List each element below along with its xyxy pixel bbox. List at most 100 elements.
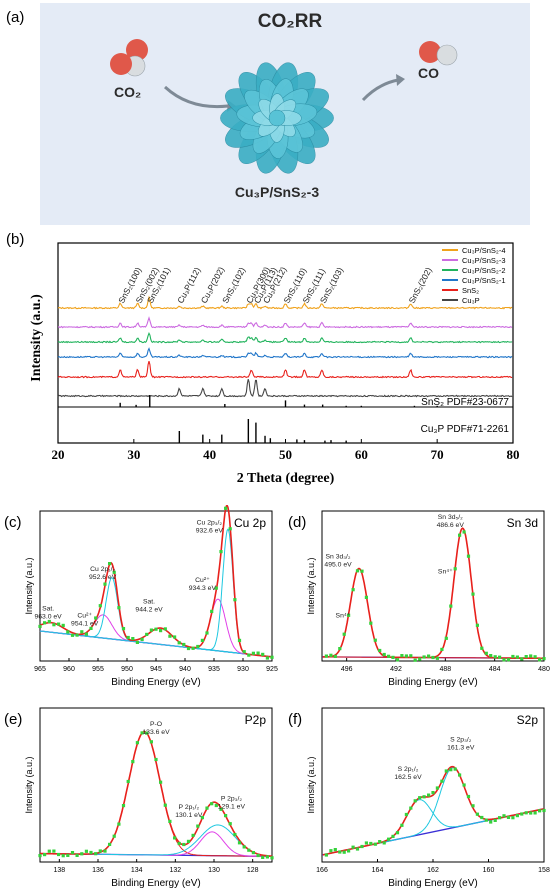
xps-xtick-label: 488: [439, 666, 451, 673]
xps-peak-label: 486.6 eV: [437, 522, 465, 529]
xps-ylabel: Intensity (a.u.): [306, 557, 316, 614]
xps-xtick-label: 136: [92, 867, 104, 874]
xps-data-point: [173, 635, 177, 639]
xps-xtick-label: 492: [390, 666, 402, 673]
xps-data-point: [489, 820, 493, 824]
xps-xtick-label: 480: [538, 666, 550, 673]
xps-data-point: [524, 811, 528, 815]
xps-data-point: [387, 837, 391, 841]
xps-data-point: [542, 657, 546, 661]
xrd-chart: (b) 2 Theta (degree) Intensity (a.u.) 20 30 4…: [6, 232, 520, 486]
xps-data-point: [256, 651, 260, 655]
xrd-trace-4: [57, 347, 513, 359]
xps-data-point: [338, 850, 342, 854]
xps-data-point: [440, 779, 444, 783]
xps-data-point: [108, 842, 112, 846]
legend-label: Cu₃P/SnS₂-4: [462, 246, 505, 255]
xps-xtick-label: 128: [247, 867, 259, 874]
xps-frame: [39, 707, 273, 863]
xps-data-point: [404, 654, 408, 658]
xps-xlabel: Binding Energy (eV): [111, 878, 201, 889]
xps-data-point: [177, 841, 181, 846]
xps-data-point: [364, 595, 368, 599]
xps-component-peak: [322, 767, 545, 856]
arrow-head-out-icon: [396, 74, 405, 86]
xps-data-point: [511, 654, 515, 659]
xps-data-point: [511, 816, 515, 820]
xps-data-point: [498, 816, 502, 820]
xps-data-point: [265, 855, 269, 859]
panel-a: (a) CO₂RR CO₂ Cu₃P/SnS₂-3 CO: [6, 3, 530, 225]
xrd-trace-5: [57, 360, 513, 379]
xps-title: Cu 2p: [234, 516, 266, 530]
xps-data-point: [506, 815, 511, 819]
xps-data-point: [360, 569, 364, 573]
xps-component-peak: [40, 824, 273, 857]
xps-data-point: [43, 853, 47, 857]
xps-data-point: [256, 853, 260, 858]
xps-data-point: [247, 848, 251, 852]
xps-data-point: [154, 627, 158, 631]
xps-data-point: [529, 811, 533, 815]
xps-data-point: [427, 654, 431, 658]
xps-data-point: [80, 630, 84, 634]
xps-xtick-label: 138: [53, 867, 65, 874]
xps-data-point: [145, 632, 149, 636]
xps-data-point: [502, 814, 506, 818]
co-label: CO: [418, 65, 439, 81]
xps-peak-label: 129.1 eV: [218, 803, 246, 810]
xps-data-point: [163, 627, 167, 631]
xps-xlabel: Binding Energy (eV): [388, 878, 478, 889]
xps-data-point: [418, 657, 422, 661]
xps-data-point: [168, 634, 172, 638]
xps-data-point: [342, 632, 346, 636]
xps-data-point: [466, 794, 471, 799]
xps-data-point: [131, 760, 135, 764]
xps-data-point: [237, 638, 242, 642]
xps-data-point: [382, 841, 386, 845]
xps-data-point: [80, 852, 84, 856]
xps-peak-label: Sat.: [143, 599, 155, 606]
xps-data-point: [98, 604, 102, 608]
xps-data-point: [413, 658, 417, 662]
xps-xtick-label: 965: [34, 666, 46, 673]
xps-frame: [321, 510, 545, 662]
xps-data-point: [219, 550, 223, 554]
xps-data-point: [205, 631, 209, 635]
xps-data-point: [200, 816, 204, 820]
xps-peak-label: Sn 3d₅/₂: [438, 514, 463, 521]
xps-data-point: [378, 840, 382, 844]
xps-data-point: [529, 654, 533, 658]
xps-data-point: [333, 654, 337, 658]
xps-data-point: [333, 848, 337, 852]
xps-data-point: [140, 731, 144, 735]
xps-data-point: [324, 654, 328, 658]
xps-data-point: [484, 651, 488, 655]
xps-data-point: [458, 533, 462, 537]
xrd-xtick-label: 50: [279, 447, 292, 462]
xps-xtick-label: 960: [63, 666, 75, 673]
xps-data-point: [52, 623, 56, 627]
xps-data-point: [66, 630, 70, 634]
xps-data-point: [347, 849, 351, 853]
xps-data-point: [453, 767, 457, 771]
xps-data-point: [94, 616, 98, 620]
xps-data-point: [135, 640, 139, 644]
xps-data-point: [351, 588, 355, 592]
xps-xtick-label: 945: [150, 666, 162, 673]
xps-data-point: [351, 845, 355, 849]
xps-xtick-label: 496: [341, 666, 353, 673]
xps-data-point: [140, 637, 144, 641]
co2-label: CO₂: [114, 84, 141, 100]
xps-xlabel: Binding Energy (eV): [111, 677, 201, 688]
xps-data-point: [126, 779, 130, 784]
xps-data-point: [84, 632, 88, 636]
xps-data-point: [391, 655, 395, 659]
xps-envelope-fit: [322, 527, 544, 660]
panel-a-label: (a): [6, 9, 24, 26]
xps-data-point: [400, 823, 404, 827]
xps-data-point: [462, 530, 466, 534]
xps-peak-label: Cu²⁺: [195, 577, 210, 584]
xps-data-point: [38, 624, 42, 628]
xrd-xtick-label: 70: [431, 447, 444, 462]
